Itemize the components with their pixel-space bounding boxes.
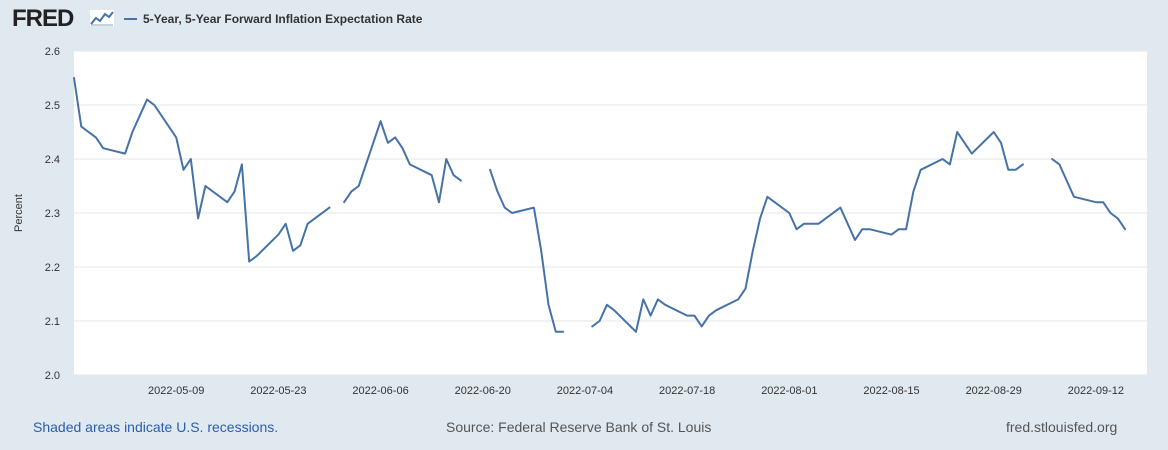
y-tick-label: 2.2 <box>45 262 60 274</box>
legend-swatch <box>124 18 137 20</box>
x-tick-label: 2022-05-23 <box>250 385 306 397</box>
x-tick-label: 2022-06-06 <box>352 385 408 397</box>
x-tick-label: 2022-09-12 <box>1068 385 1124 397</box>
legend-label: 5-Year, 5-Year Forward Inflation Expecta… <box>143 12 423 26</box>
y-tick-label: 2.6 <box>45 46 60 58</box>
x-tick-label: 2022-08-01 <box>761 385 817 397</box>
fred-logo-chart-icon <box>89 9 115 27</box>
source-note: Source: Federal Reserve Bank of St. Loui… <box>446 419 712 435</box>
y-tick-label: 2.5 <box>45 100 60 112</box>
y-tick-label: 2.0 <box>45 370 60 382</box>
x-tick-label: 2022-05-09 <box>148 385 204 397</box>
x-tick-label: 2022-08-15 <box>863 385 919 397</box>
x-tick-label: 2022-06-20 <box>455 385 511 397</box>
y-tick-label: 2.1 <box>45 316 60 328</box>
recession-note[interactable]: Shaded areas indicate U.S. recessions. <box>33 419 279 435</box>
site-link[interactable]: fred.stlouisfed.org <box>1006 419 1118 435</box>
series-line-segment <box>343 120 462 204</box>
y-axis-label: Percent <box>13 194 25 232</box>
line-chart[interactable]: 2.0 2.1 2.2 2.3 2.4 2.5 2.6 2022-05-09 2022-05-2… <box>0 0 1168 410</box>
y-tick-label: 2.3 <box>45 208 60 220</box>
x-tick-label: 2022-08-29 <box>966 385 1022 397</box>
chart-header: FRED 5-Year, 5-Year Forward Inflation Ex… <box>0 0 1168 36</box>
series-line-segment <box>73 77 331 263</box>
series-line-segment <box>1051 158 1127 231</box>
x-tick-label: 2022-07-04 <box>557 385 613 397</box>
series-line-segment <box>591 131 1024 333</box>
y-tick-label: 2.4 <box>45 154 60 166</box>
x-tick-label: 2022-07-18 <box>659 385 715 397</box>
fred-logo[interactable]: FRED <box>12 5 74 32</box>
series-line-segment <box>489 168 565 333</box>
